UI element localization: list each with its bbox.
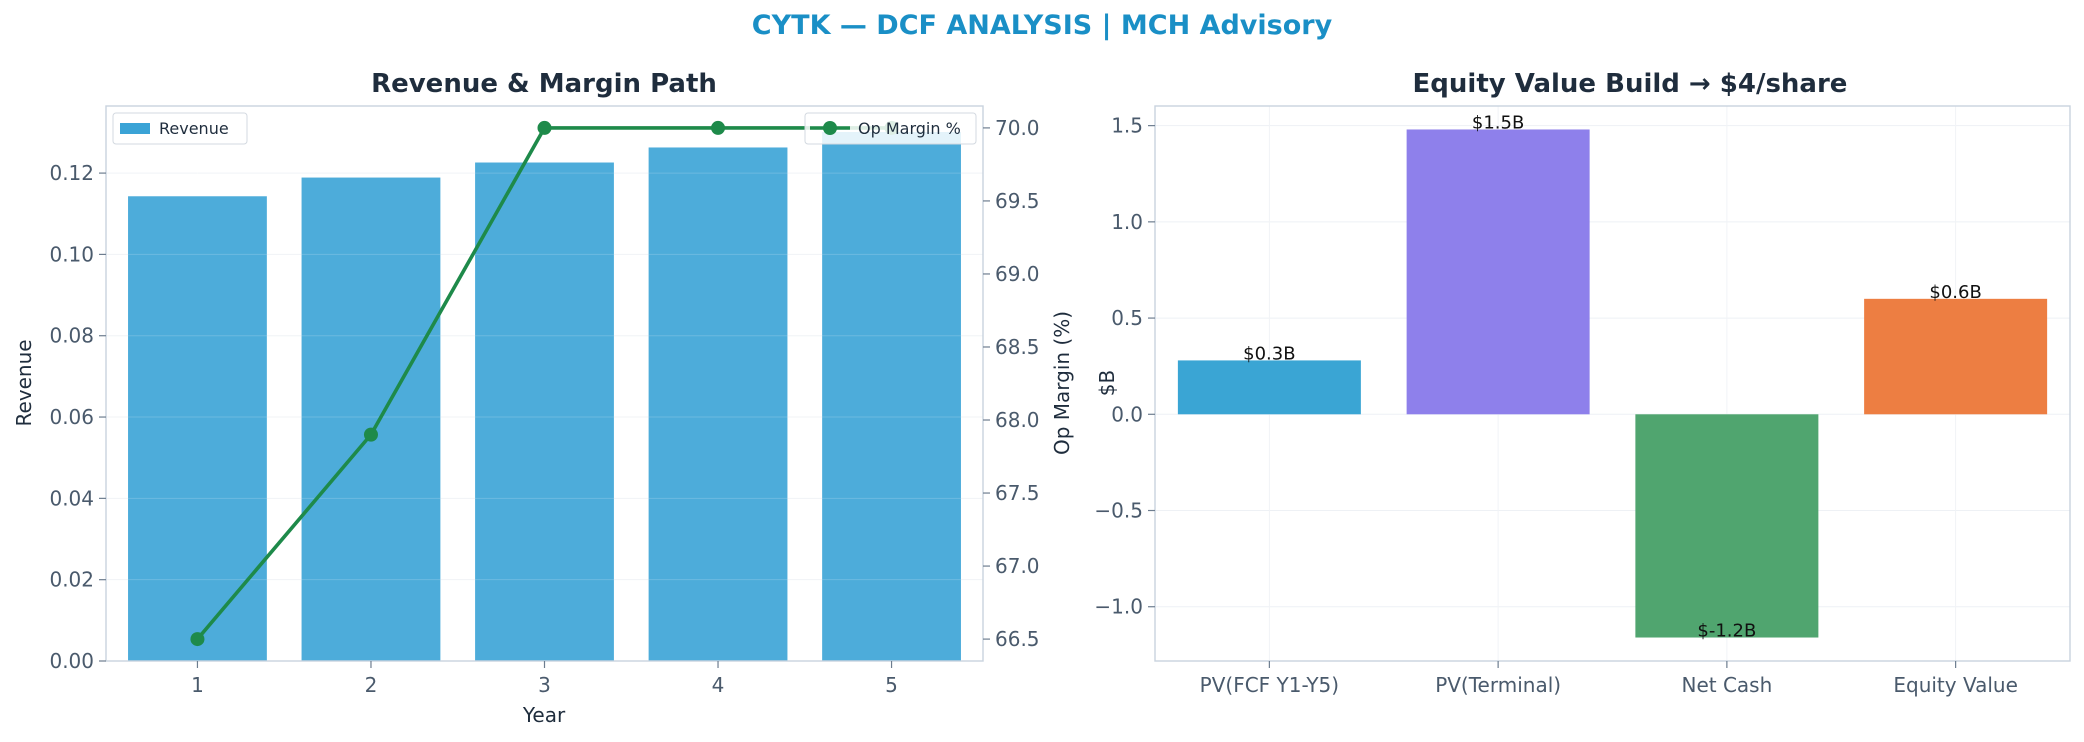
- revenue-bar: [475, 162, 614, 661]
- op-margin-point: [711, 120, 726, 135]
- margin-y-tick-label: 66.5: [995, 627, 1040, 651]
- margin-legend-label: Op Margin %: [858, 119, 961, 138]
- margin-y-tick-label: 67.0: [995, 554, 1040, 578]
- margin-legend-box: [804, 112, 977, 145]
- equity-x-ticks: PV(FCF Y1-Y5) PV(Terminal) Net Cash Equity …: [1200, 661, 2018, 697]
- equity-y-axis-label: $B: [1095, 370, 1119, 396]
- year-x-tick-label: 2: [365, 673, 378, 697]
- year-x-ticks: 1 2 3 4 5: [191, 661, 898, 697]
- equity-bars: [1177, 129, 2048, 638]
- revenue-y-tick-label: 0.06: [49, 405, 94, 429]
- equity-chart-title: Equity Value Build → $4/share: [1413, 69, 1848, 99]
- equity-x-tick-label: PV(Terminal): [1435, 673, 1561, 697]
- revenue-legend-box: [112, 112, 248, 145]
- revenue-chart-title: Revenue & Margin Path: [371, 69, 717, 99]
- revenue-bar: [822, 132, 961, 661]
- revenue-bars: [106, 132, 983, 662]
- revenue-legend-label: Revenue: [159, 119, 229, 138]
- equity-y-ticks: −1.0 −0.5 0.0 0.5 1.0 1.5: [1094, 114, 1155, 619]
- revenue-y-ticks: 0.00 0.02 0.04 0.06 0.08 0.10 0.12: [49, 161, 106, 673]
- equity-bar: [1177, 360, 1361, 415]
- revenue-y-tick-label: 0.02: [49, 568, 94, 592]
- equity-bar: [1635, 414, 1819, 638]
- year-x-tick-label: 5: [885, 673, 898, 697]
- margin-y-axis-label: Op Margin (%): [1050, 311, 1074, 455]
- equity-value-chart: Equity Value Build → $4/share −1.0 −0.5 0.…: [1094, 69, 2071, 697]
- year-x-tick-label: 1: [191, 673, 204, 697]
- equity-y-tick-label: −1.0: [1094, 595, 1143, 619]
- op-margin-point: [190, 632, 205, 647]
- revenue-legend: Revenue: [112, 112, 248, 145]
- revenue-bar: [648, 147, 788, 661]
- equity-data-label: $-1.2B: [1697, 621, 1756, 642]
- op-margin-point: [537, 120, 552, 135]
- year-x-tick-label: 3: [538, 673, 551, 697]
- margin-y-tick-label: 68.5: [995, 335, 1040, 359]
- revenue-bar: [301, 177, 441, 662]
- equity-data-labels: $0.3B $1.5B $-1.2B $0.6B: [1243, 112, 1982, 641]
- equity-bar: [1864, 298, 2048, 415]
- margin-y-tick-label: 69.0: [995, 262, 1040, 286]
- equity-y-tick-label: 1.5: [1111, 114, 1143, 138]
- revenue-legend-swatch: [120, 123, 150, 134]
- margin-y-ticks: 66.5 67.0 67.5 68.0 68.5 69.0 69.5 70.0: [983, 116, 1040, 651]
- margin-y-tick-label: 68.0: [995, 408, 1040, 432]
- revenue-margin-chart: Revenue & Margin Path 0.000.020.040.060.…: [12, 69, 1074, 727]
- revenue-x-axis-label: Year: [522, 703, 566, 727]
- revenue-y-axis-label: Revenue: [12, 339, 36, 426]
- revenue-bar: [128, 196, 267, 661]
- revenue-y-tick-label: 0.10: [49, 242, 94, 266]
- equity-plot-frame: [1154, 105, 2071, 662]
- margin-legend-marker: [823, 121, 837, 135]
- margin-y-tick-label: 69.5: [995, 189, 1040, 213]
- figure-title: CYTK — DCF ANALYSIS | MCH Advisory: [752, 10, 1333, 41]
- revenue-y-tick-label: 0.00: [49, 649, 94, 673]
- equity-data-label: $0.3B: [1243, 343, 1295, 364]
- margin-y-tick-label: 67.5: [995, 481, 1040, 505]
- margin-y-tick-label: 70.0: [995, 116, 1040, 140]
- equity-bar: [1406, 129, 1590, 415]
- op-margin-point: [363, 427, 378, 442]
- revenue-y-tick-label: 0.12: [49, 161, 94, 185]
- equity-y-tick-label: 0.5: [1111, 306, 1143, 330]
- equity-y-tick-label: 1.0: [1111, 210, 1143, 234]
- revenue-y-tick-label: 0.08: [49, 324, 94, 348]
- equity-x-tick-label: PV(FCF Y1-Y5): [1200, 673, 1339, 697]
- equity-data-label: $0.6B: [1929, 282, 1981, 303]
- equity-data-label: $1.5B: [1472, 112, 1524, 133]
- year-x-tick-label: 4: [712, 673, 725, 697]
- margin-legend: Op Margin %: [804, 112, 977, 145]
- equity-x-tick-label: Equity Value: [1893, 673, 2018, 697]
- equity-y-tick-label: 0.0: [1111, 402, 1143, 426]
- revenue-y-tick-label: 0.04: [49, 486, 94, 510]
- equity-y-tick-label: −0.5: [1094, 499, 1143, 523]
- op-margin-line: [190, 120, 899, 647]
- equity-x-tick-label: Net Cash: [1681, 673, 1772, 697]
